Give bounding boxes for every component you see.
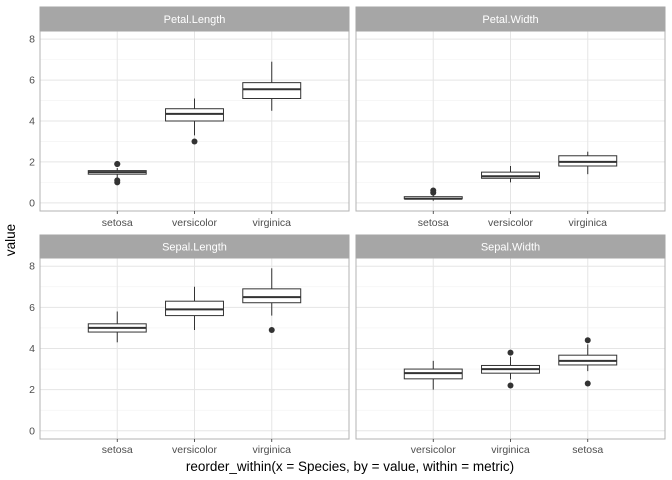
strip-background [355, 6, 666, 32]
strip-background [39, 234, 350, 259]
outlier-point [430, 187, 437, 194]
y-tick-label: 8 [29, 34, 35, 46]
x-axis-title: reorder_within(x = Species, by = value, … [186, 459, 514, 474]
box-iqr [165, 300, 224, 317]
y-tick-label: 2 [29, 384, 35, 396]
outlier-point [507, 349, 514, 356]
x-tick-label: virginica [252, 444, 291, 456]
box-versicolor [481, 166, 540, 183]
box-iqr [558, 155, 618, 167]
y-axis-title: value [3, 224, 18, 256]
strip-label: Petal.Length [164, 14, 226, 26]
outlier-point [507, 382, 514, 389]
y-tick-label: 0 [29, 425, 35, 437]
x-tick-label: setosa [102, 217, 133, 229]
box-versicolor [403, 360, 463, 390]
y-tick-label: 0 [29, 197, 35, 209]
facet-panel-sepal-width: Sepal.Width versicolor virginica setosa [355, 234, 666, 456]
strip-background [355, 234, 666, 259]
y-tick-label: 6 [29, 75, 35, 87]
strip-label: Sepal.Width [481, 242, 540, 254]
strip-label: Sepal.Length [162, 242, 227, 254]
x-tick-label: setosa [572, 444, 603, 456]
x-tick-label: virginica [568, 217, 607, 229]
x-tick-label: virginica [252, 217, 291, 229]
y-tick-label: 6 [29, 302, 35, 314]
box-setosa [87, 160, 147, 186]
box-iqr [242, 288, 302, 304]
x-tick-label: versicolor [172, 444, 217, 456]
strip-label: Petal.Width [482, 14, 538, 26]
y-tick-label: 4 [29, 116, 35, 128]
box-virginica [242, 268, 302, 333]
facet-panel-petal-width: Petal.Width setosa versicolor virginica [355, 6, 666, 229]
x-tick-label: versicolor [488, 217, 533, 229]
outlier-point [114, 160, 121, 167]
outlier-point [268, 326, 275, 333]
x-tick-label: virginica [491, 444, 530, 456]
facet-panel-sepal-length: 0 2 4 6 8 Sepal.Length setosa versicolor virgini… [29, 234, 350, 456]
box-iqr [165, 108, 224, 122]
box-versicolor [165, 286, 224, 330]
x-tick-label: versicolor [172, 217, 217, 229]
y-tick-label: 2 [29, 156, 35, 168]
outlier-point [584, 337, 591, 344]
box-virginica [242, 61, 302, 111]
x-tick-label: versicolor [411, 444, 456, 456]
strip-background [39, 6, 350, 32]
facet-panels: 0 2 4 6 8 Petal.Length setosa versicolor virgini… [29, 6, 666, 456]
box-iqr [481, 171, 540, 179]
box-iqr [242, 82, 302, 100]
outlier-point [191, 138, 198, 145]
x-tick-label: setosa [418, 217, 449, 229]
x-tick-label: setosa [102, 444, 133, 456]
box-virginica [481, 349, 540, 389]
outlier-point [584, 380, 591, 387]
y-tick-label: 8 [29, 261, 35, 273]
outlier-point [114, 177, 121, 184]
y-tick-label: 4 [29, 343, 35, 355]
box-setosa [403, 187, 463, 201]
box-setosa [558, 337, 618, 387]
box-virginica [558, 151, 618, 175]
box-setosa [87, 311, 147, 343]
facet-panel-petal-length: 0 2 4 6 8 Petal.Length setosa versicolor virgini… [29, 6, 350, 229]
box-versicolor [165, 98, 224, 145]
